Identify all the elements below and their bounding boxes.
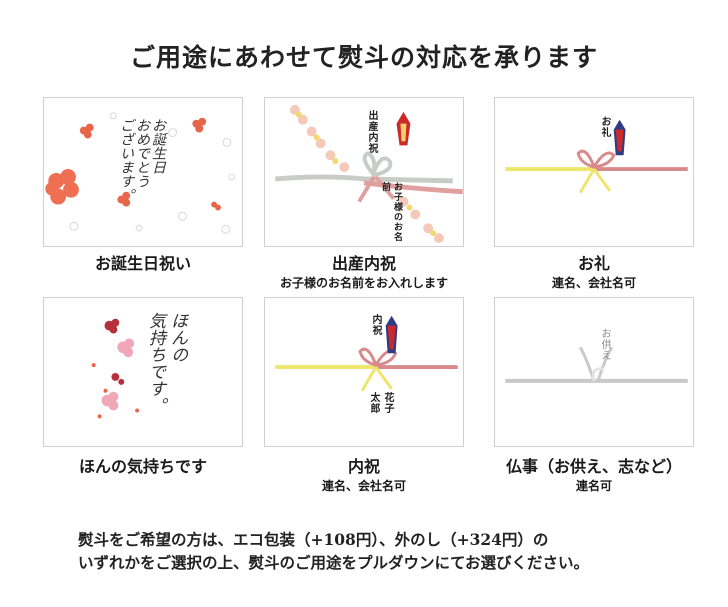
caption-orei: お礼 連名、会社名可 — [479, 254, 709, 292]
caption-shussan-title: 出産内祝 — [331, 254, 396, 273]
kimochi-art-line-1: ほんの — [167, 312, 187, 363]
noshi-instructions-line-1: 熨斗をご希望の方は、エコ包装（+108円）、外のし（+324円）の — [78, 530, 549, 549]
uchiiwai-noshi-illustration — [275, 315, 458, 392]
caption-birthday: お誕生日祝い — [28, 254, 258, 274]
kimochi-illustration — [91, 318, 140, 419]
uchiiwai-name-left: 太郎 — [368, 392, 379, 414]
butsuji-noshi-top-text: お供え — [599, 328, 610, 361]
card-uchiiwai[interactable]: 内祝 花子 太郎 — [264, 297, 464, 447]
card-orei[interactable]: お礼 — [494, 97, 694, 247]
caption-uchiiwai: 内祝 連名、会社名可 — [249, 457, 479, 495]
caption-orei-sub: 連名、会社名可 — [551, 276, 636, 290]
birthday-illustration — [45, 112, 236, 234]
kimochi-art-line-2: 気持ちです。 — [145, 312, 165, 414]
shussan-noshi-name-text: お子様のお名前 — [380, 182, 402, 242]
birthday-art-line-1: お誕生日 — [150, 118, 166, 174]
birthday-art-line-2: おめでとう — [134, 118, 150, 188]
birthday-art-line-3: ございます。 — [118, 118, 134, 202]
caption-butsuji: 仏事（お供え、志など） 連名可 — [479, 457, 709, 495]
caption-honno-kimochi: ほんの気持ちです — [28, 457, 258, 477]
caption-butsuji-title: 仏事（お供え、志など） — [505, 457, 682, 476]
caption-uchiiwai-title: 内祝 — [347, 457, 380, 476]
noshi-instructions: 熨斗をご希望の方は、エコ包装（+108円）、外のし（+324円）の いずれかをご… — [78, 528, 708, 574]
uchiiwai-noshi-top-text: 内祝 — [370, 314, 381, 336]
caption-kimochi-title: ほんの気持ちです — [78, 457, 207, 476]
caption-butsuji-sub: 連名可 — [575, 479, 612, 493]
orei-noshi-illustration — [505, 119, 688, 194]
caption-orei-title: お礼 — [577, 254, 610, 273]
shussan-noshi-top-text: 出産内祝 — [366, 110, 377, 154]
card-birthday[interactable]: お誕生日 おめでとう ございます。 — [43, 97, 243, 247]
shussan-noshi-illustration — [275, 104, 463, 244]
caption-shussan-sub: お子様のお名前をお入れします — [279, 276, 448, 290]
orei-noshi-top-text: お礼 — [599, 116, 610, 138]
butsuji-noshi-illustration — [505, 346, 688, 383]
card-shussan-uchiiwai[interactable]: 出産内祝 お子様のお名前 — [264, 97, 464, 247]
page-title: ご用途にあわせて熨斗の対応を承ります — [129, 43, 598, 72]
noshi-instructions-line-2: いずれかをご選択の上、熨斗のご用途をプルダウンにてお選びください。 — [78, 553, 590, 572]
card-butsuji[interactable]: お供え — [494, 297, 694, 447]
uchiiwai-name-right: 花子 — [382, 392, 393, 414]
caption-shussan-uchiiwai: 出産内祝 お子様のお名前をお入れします — [249, 254, 479, 292]
caption-uchiiwai-sub: 連名、会社名可 — [321, 479, 406, 493]
caption-birthday-title: お誕生日祝い — [94, 254, 191, 273]
card-honno-kimochi[interactable]: ほんの 気持ちです。 — [43, 297, 243, 447]
